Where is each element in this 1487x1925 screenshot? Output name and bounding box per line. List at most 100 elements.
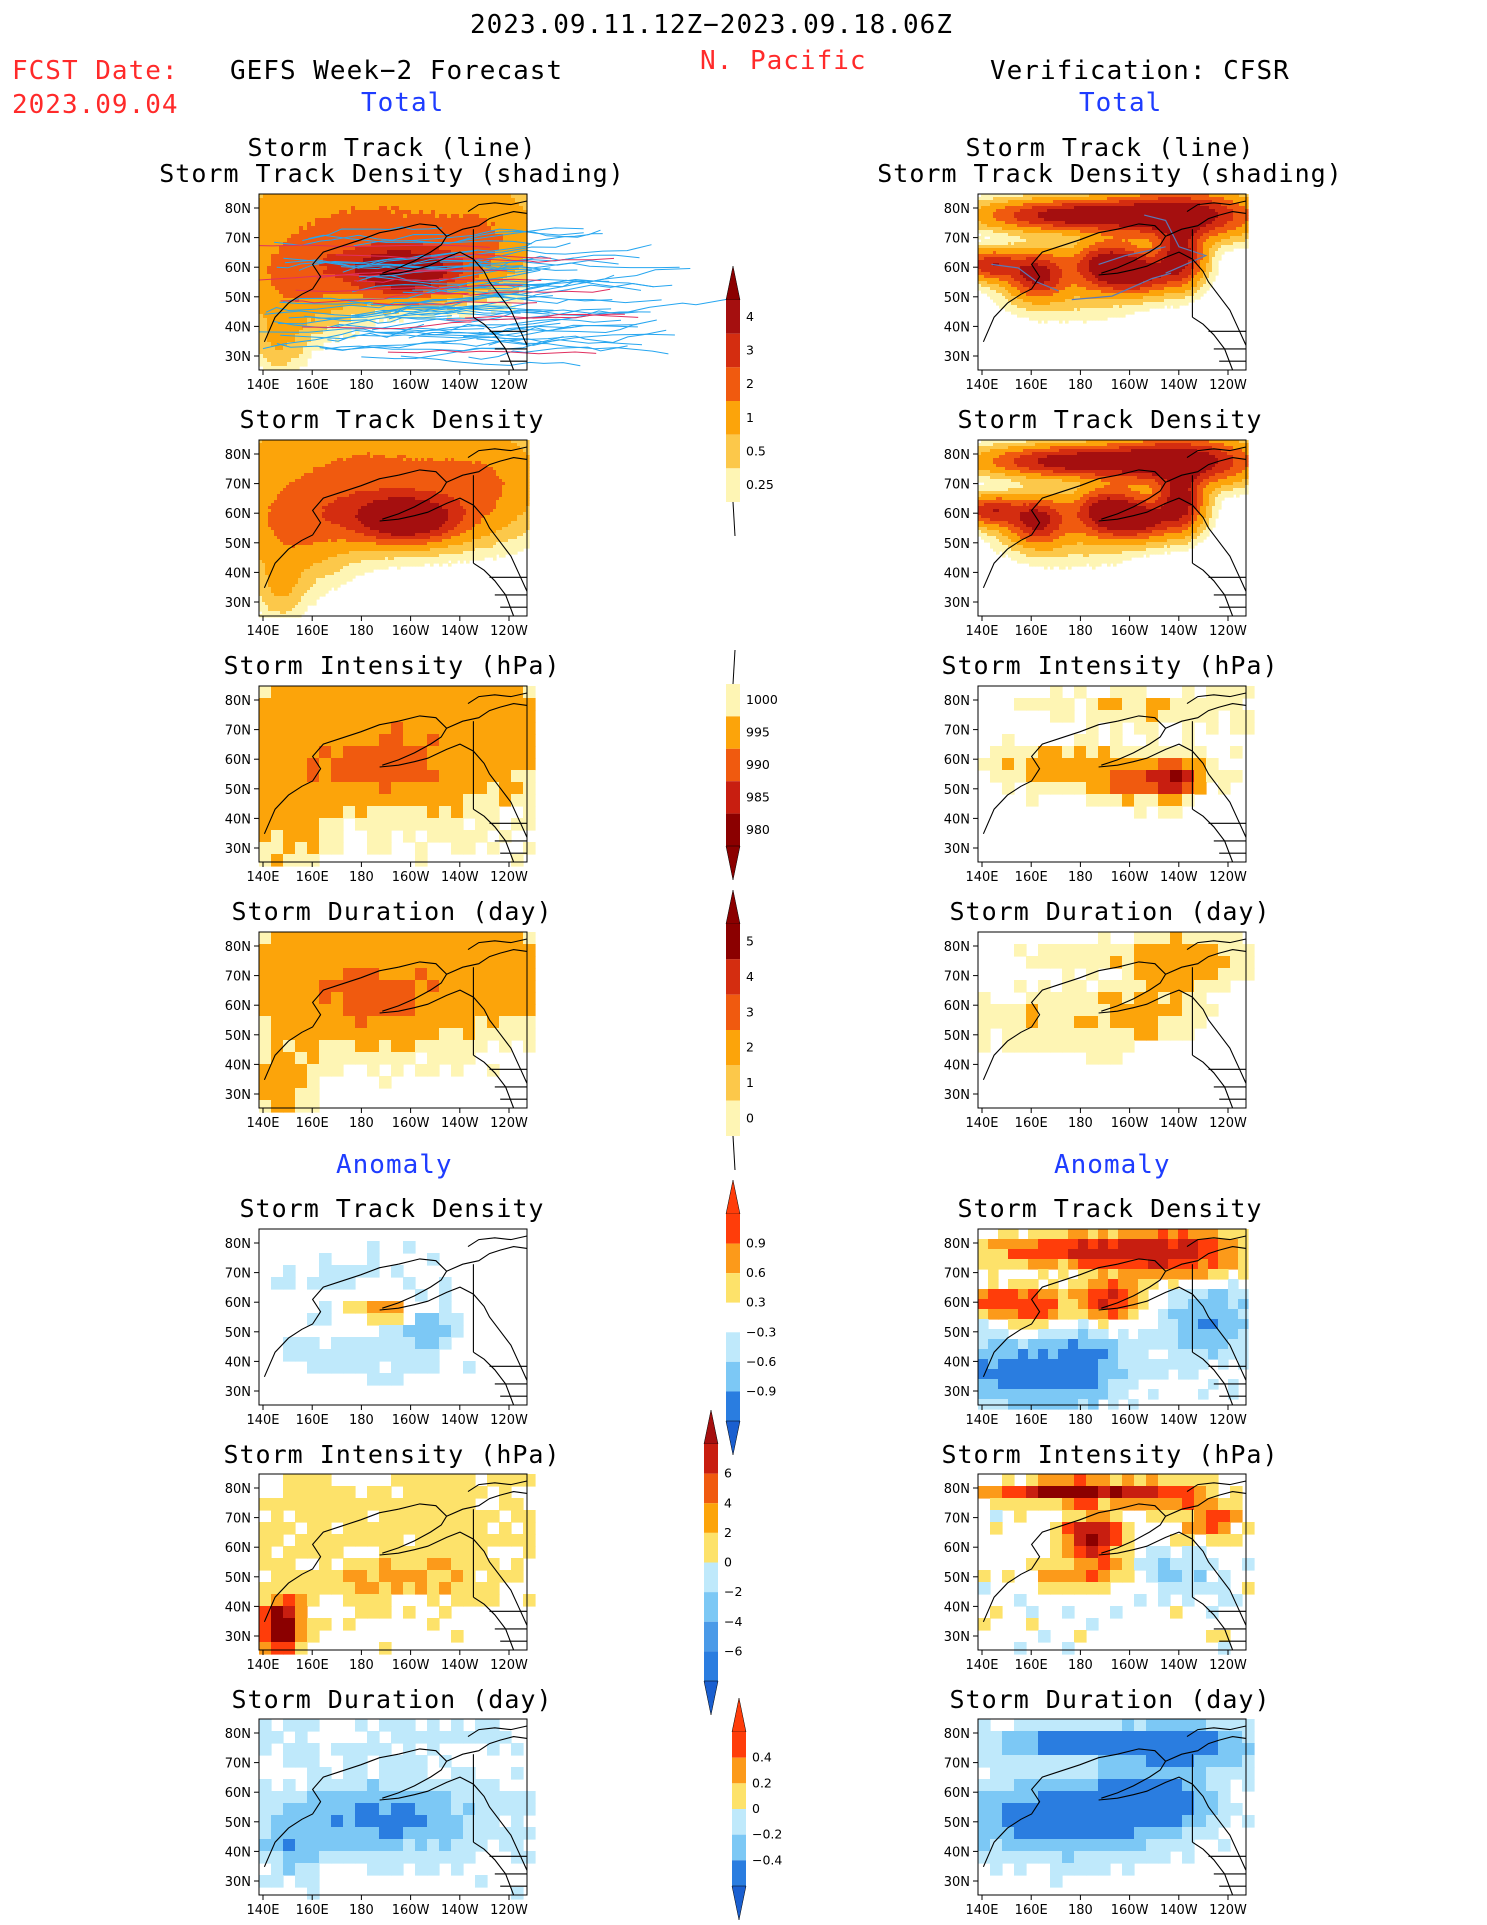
shade-cell [259,270,264,275]
left-intensity-title: Storm Intensity (hPa) [223,651,561,680]
shade-cell [271,278,276,283]
shade-cell [495,302,500,307]
shade-cell [263,230,268,235]
shade-cell [327,314,332,319]
shade-cell [382,443,386,447]
shade-cell [259,210,264,215]
shade-cell [335,318,340,323]
shade-cell [448,455,452,459]
shade-cell [463,222,468,227]
shade-cell [370,440,374,444]
shade-cell [459,242,464,247]
shade-cell [359,198,364,203]
shade-cell [423,294,428,299]
shade-cell [435,274,440,279]
shade-cell [267,230,272,235]
shade-cell [335,286,340,291]
shade-cell [271,467,275,471]
shade-cell [502,449,506,453]
shade-cell [419,238,424,243]
shade-cell [311,210,316,215]
shade-cell [339,330,344,335]
shade-cell [411,246,416,251]
shade-cell [359,322,364,327]
shade-cell [287,266,292,271]
shade-cell [519,234,524,239]
shade-cell [451,274,456,279]
shade-cell [399,206,404,211]
shade-cell [339,202,344,207]
shade-cell [391,455,395,459]
shade-cell [371,290,376,295]
shade-cell [319,461,323,465]
shade-cell [433,443,437,447]
shade-cell [351,238,356,243]
shade-cell [451,278,456,283]
shade-cell [364,443,368,447]
shade-cell [415,446,419,450]
shade-cell [463,270,468,275]
shade-cell [483,266,488,271]
shade-cell [415,202,420,207]
shade-cell [295,298,300,303]
shade-cell [383,222,388,227]
shade-cell [331,242,336,247]
shade-cell [343,202,348,207]
shade-cell [367,214,372,219]
shade-cell [379,314,384,319]
shade-cell [451,294,456,299]
shade-cell [279,282,284,287]
shade-cell [424,440,428,444]
shade-cell [303,234,308,239]
shade-cell [262,464,266,468]
shade-cell [439,274,444,279]
shade-cell [447,210,452,215]
shade-cell [301,452,305,456]
shade-cell [399,218,404,223]
shade-cell [515,238,520,243]
shade-cell [379,455,383,459]
shade-cell [319,222,324,227]
shade-cell [376,446,380,450]
shade-cell [491,206,496,211]
shade-cell [283,286,288,291]
shade-cell [275,294,280,299]
shade-cell [355,322,360,327]
shade-cell [351,250,356,255]
shade-cell [271,286,276,291]
shade-cell [327,326,332,331]
shade-cell [495,270,500,275]
shade-cell [315,298,320,303]
shade-cell [483,242,488,247]
shade-cell [459,278,464,283]
shade-cell [491,302,496,307]
shade-cell [319,298,324,303]
shade-cell [346,455,350,459]
shade-cell [421,452,425,456]
shade-cell [355,194,360,199]
shade-cell [481,455,485,459]
shade-cell [467,234,472,239]
shade-cell [478,443,482,447]
lat-tick-label: 60N [225,261,251,276]
shade-cell [373,458,377,462]
shade-cell [523,214,528,219]
shade-cell [331,210,336,215]
shade-cell [262,443,266,447]
shade-cell [523,266,528,271]
shade-cell [379,306,384,311]
shade-cell [289,467,293,471]
shade-cell [443,290,448,295]
shade-cell [451,298,456,303]
shade-cell [287,354,292,359]
shade-cell [291,234,296,239]
shade-cell [382,452,386,456]
shade-cell [323,218,328,223]
shade-cell [275,198,280,203]
shade-cell [424,446,428,450]
shade-cell [359,194,364,199]
shade-cell [403,258,408,263]
shade-cell [327,194,332,199]
shade-cell [287,250,292,255]
shade-cell [287,246,292,251]
